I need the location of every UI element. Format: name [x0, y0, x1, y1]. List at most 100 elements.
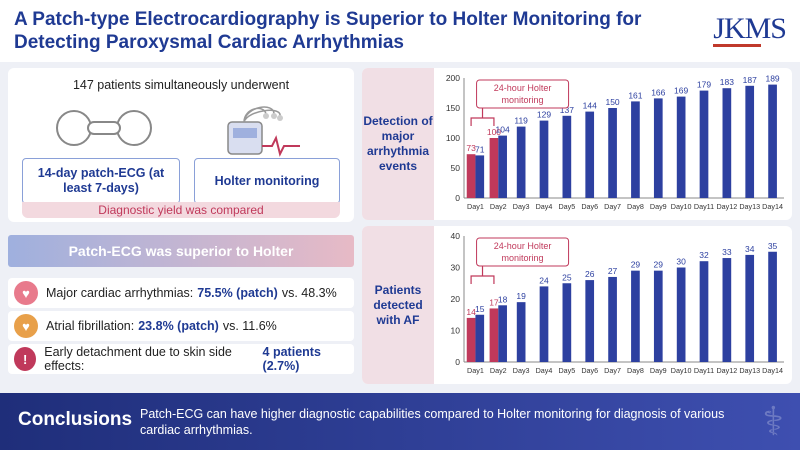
x-tick-label: Day6 — [581, 202, 598, 211]
y-tick-label: 40 — [451, 231, 461, 241]
bar-holter — [466, 154, 476, 198]
data-label-patch: 25 — [562, 272, 572, 282]
annotation-line1: 24-hour Holter — [494, 241, 552, 251]
exclamation-icon: ! — [14, 347, 37, 371]
bar-patch — [585, 111, 595, 198]
bar-holter — [489, 138, 499, 198]
x-tick-label: Day13 — [739, 366, 760, 375]
annotation-line1: 24-hour Holter — [494, 83, 552, 93]
bar-patch — [745, 85, 755, 198]
bar-patch — [585, 280, 595, 362]
y-tick-label: 100 — [446, 133, 460, 143]
bar-patch — [653, 98, 663, 198]
bar-patch — [562, 115, 572, 198]
data-label-patch: 187 — [743, 75, 757, 85]
result-compare: vs. 11.6% — [222, 319, 277, 333]
y-tick-label: 200 — [446, 73, 460, 83]
bar-patch — [539, 120, 549, 198]
data-label-patch: 27 — [608, 266, 618, 276]
y-tick-label: 0 — [455, 357, 460, 367]
data-label-patch: 183 — [720, 77, 734, 87]
bar-patch — [498, 135, 507, 198]
x-tick-label: Day14 — [762, 202, 783, 211]
bar-holter — [489, 308, 499, 362]
data-label-patch: 161 — [628, 90, 642, 100]
y-tick-label: 0 — [455, 193, 460, 203]
data-label-patch: 119 — [514, 116, 528, 126]
bar-patch — [608, 276, 617, 362]
bar-patch — [631, 101, 640, 198]
data-label-holter: 100 — [487, 127, 501, 137]
x-tick-label: Day4 — [536, 366, 553, 375]
caduceus-icon: ⚕ — [762, 400, 784, 444]
x-tick-label: Day12 — [716, 202, 737, 211]
journal-logo: JKMS — [713, 12, 787, 47]
header: A Patch-type Electrocardiography is Supe… — [0, 0, 800, 62]
bar-patch — [516, 126, 526, 198]
bar-patch — [475, 155, 485, 198]
x-tick-label: Day3 — [513, 202, 530, 211]
bar-patch — [722, 88, 732, 198]
result-row-af: ♥ Atrial fibrillation: 23.8% (patch) vs.… — [8, 311, 354, 341]
x-tick-label: Day11 — [694, 202, 714, 211]
x-tick-label: Day5 — [558, 366, 575, 375]
data-label-patch: 26 — [585, 269, 595, 279]
data-label-holter: 14 — [466, 307, 476, 317]
bar-patch — [516, 302, 526, 362]
patch-ecg-box: 14-day patch-ECG (at least 7-days) — [22, 158, 180, 204]
logo-text: JKMS — [713, 12, 787, 45]
data-label-patch: 166 — [651, 87, 665, 97]
x-tick-label: Day1 — [467, 366, 484, 375]
annotation-box — [476, 237, 570, 267]
data-label-patch: 150 — [605, 97, 619, 107]
conclusions-bar: Conclusions Patch-ECG can have higher di… — [0, 393, 800, 450]
heart-pill-icon: ♥ — [14, 314, 38, 338]
x-tick-label: Day2 — [490, 366, 507, 375]
bar-holter — [466, 317, 476, 362]
data-label-patch: 189 — [765, 74, 779, 84]
holter-device-icon — [227, 106, 300, 157]
data-label-holter: 17 — [489, 297, 499, 307]
data-label-patch: 18 — [498, 294, 508, 304]
data-label-patch: 19 — [516, 291, 526, 301]
x-tick-label: Day6 — [581, 366, 598, 375]
chart-title: Patients detected with AF — [362, 226, 434, 384]
bar-patch — [722, 258, 732, 362]
data-label-patch: 30 — [676, 257, 686, 267]
bar-patch — [768, 84, 777, 198]
conclusions-text: Patch-ECG can have higher diagnostic cap… — [140, 407, 725, 437]
x-tick-label: Day11 — [694, 366, 714, 375]
bar-patch — [676, 96, 686, 198]
x-tick-label: Day13 — [739, 202, 760, 211]
result-compare: vs. 48.3% — [281, 286, 337, 300]
x-tick-label: Day4 — [536, 202, 553, 211]
x-tick-label: Day9 — [650, 202, 667, 211]
bar-patch — [562, 283, 572, 362]
data-label-patch: 179 — [697, 80, 711, 90]
data-label-patch: 29 — [654, 260, 664, 270]
yield-note: Diagnostic yield was compared — [22, 202, 340, 218]
data-label-patch: 29 — [631, 260, 641, 270]
x-tick-label: Day5 — [558, 202, 575, 211]
x-tick-label: Day3 — [513, 366, 530, 375]
result-row-major: ♥ Major cardiac arrhythmias: 75.5% (patc… — [8, 278, 354, 308]
data-label-patch: 137 — [560, 105, 574, 115]
data-label-holter: 73 — [466, 143, 476, 153]
data-label-patch: 104 — [496, 125, 510, 135]
x-tick-label: Day7 — [604, 366, 621, 375]
data-label-patch: 71 — [475, 144, 485, 154]
bar-patch — [768, 251, 777, 362]
result-label: Early detachment due to skin side effect… — [44, 345, 232, 373]
annotation-bracket — [470, 108, 495, 126]
x-tick-label: Day8 — [627, 366, 644, 375]
x-tick-label: Day2 — [490, 202, 507, 211]
data-label-patch: 34 — [745, 244, 755, 254]
y-tick-label: 50 — [451, 163, 461, 173]
y-tick-label: 150 — [446, 103, 460, 113]
data-label-patch: 33 — [722, 247, 732, 257]
result-value: 75.5% (patch) — [197, 286, 278, 300]
bar-patch — [653, 270, 663, 362]
data-label-patch: 129 — [537, 110, 551, 120]
patch-ecg-device-icon — [56, 110, 152, 146]
